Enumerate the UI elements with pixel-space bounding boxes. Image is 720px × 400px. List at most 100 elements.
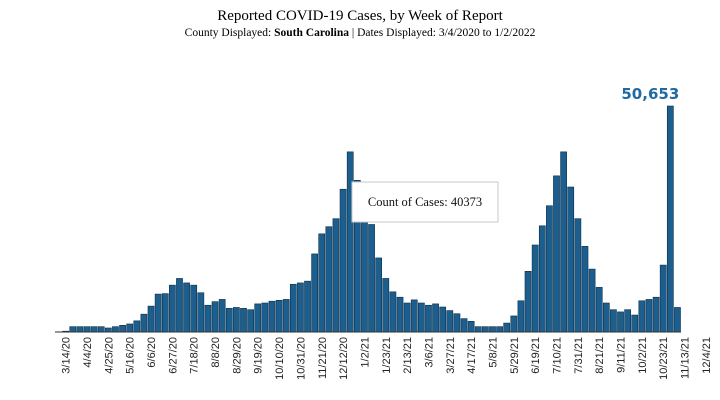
bar-week-62[interactable] [496,326,503,333]
bar-week-54[interactable] [439,306,447,333]
bar-week-23[interactable] [218,299,226,333]
bar-week-9[interactable] [119,325,126,333]
bar-week-55[interactable] [446,310,454,333]
bar-week-75[interactable] [588,268,596,333]
bar-week-70[interactable] [553,175,560,333]
bar-week-56[interactable] [453,313,461,333]
x-tick-label: 11/13/21 [680,337,692,379]
bar-week-14[interactable] [154,293,162,333]
bar-week-76[interactable] [595,287,603,333]
bar-week-12[interactable] [140,313,148,333]
bar-week-72[interactable] [567,186,575,333]
bar-week-29[interactable] [261,302,269,333]
bar-week-85[interactable] [659,264,667,333]
bar-week-36[interactable] [311,253,318,333]
bar-week-60[interactable] [482,326,489,333]
x-tick-label: 3/14/20 [61,337,73,374]
bar-week-53[interactable] [432,303,439,333]
bar-week-82[interactable] [638,300,646,333]
x-tick-label: 8/8/20 [210,337,222,368]
bar-week-20[interactable] [197,292,205,333]
bar-week-51[interactable] [417,302,425,333]
bar-week-30[interactable] [268,300,276,333]
bar-week-13[interactable] [147,305,155,333]
bar-week-61[interactable] [489,326,496,333]
bar-week-41[interactable] [346,151,354,333]
bar-week-21[interactable] [204,304,212,333]
x-tick-label: 9/11/21 [616,337,628,373]
bar-week-48[interactable] [396,296,404,333]
bar-week-74[interactable] [581,246,589,333]
x-tick-labels: 3/14/20 4/4/20 4/25/20 5/16/20 6/6/20 6/27/20… [61,337,713,380]
bar-week-31[interactable] [275,300,283,333]
bar-week-18[interactable] [183,282,190,333]
bar-week-40[interactable] [339,188,347,333]
bar-week-24[interactable] [225,308,233,333]
bar-week-3[interactable] [76,326,84,333]
bar-week-38[interactable] [325,226,333,333]
chart-title: Reported COVID-19 Cases, by Week of Repo… [217,8,503,24]
bar-week-11[interactable] [133,320,141,333]
county-value: South Carolina [274,27,350,39]
bar-week-16[interactable] [169,284,176,333]
bar-week-49[interactable] [403,302,411,333]
bar-week-69[interactable] [546,205,553,333]
bar-week-81[interactable] [631,314,639,333]
bar-week-22[interactable] [211,301,219,333]
bar-week-8[interactable] [112,326,119,333]
bar-week-79[interactable] [617,311,624,333]
bar-week-2[interactable] [69,326,77,333]
bar-week-63[interactable] [503,322,511,333]
bar-week-86[interactable] [666,105,674,333]
bar-week-10[interactable] [126,323,134,333]
bar-week-87[interactable] [674,307,681,333]
bar-week-7[interactable] [105,327,112,333]
bar-week-37[interactable] [318,233,326,333]
x-tick-label: 3/27/21 [445,337,457,374]
bar-week-58[interactable] [467,320,475,333]
bar-week-26[interactable] [240,308,247,333]
bar-week-6[interactable] [97,326,105,333]
bar-week-33[interactable] [289,283,297,333]
bar-week-67[interactable] [531,244,539,333]
x-tick-label: 9/19/20 [253,337,265,374]
bar-week-15[interactable] [161,293,169,333]
bar-week-32[interactable] [282,299,290,333]
bar-week-50[interactable] [410,299,418,333]
x-tick-label: 5/8/21 [487,337,499,368]
bar-week-71[interactable] [560,151,567,333]
x-tick-label: 7/31/21 [573,337,585,374]
bar-week-39[interactable] [332,218,340,333]
bar-week-28[interactable] [254,303,262,333]
bar-week-73[interactable] [574,218,582,333]
bar-week-80[interactable] [624,309,632,333]
bar-week-78[interactable] [610,309,617,333]
tooltip-label: Count of Cases: [368,195,448,209]
bar-week-46[interactable] [382,278,390,333]
bar-week-4[interactable] [83,326,91,333]
bar-week-59[interactable] [474,326,482,333]
bar-week-44[interactable] [368,224,375,333]
bar-week-64[interactable] [510,315,518,333]
bar-week-27[interactable] [247,309,254,333]
bar-week-52[interactable] [425,304,432,333]
bar-week-65[interactable] [517,300,525,333]
x-tick-label: 7/10/21 [552,337,564,374]
x-tick-label: 5/16/20 [125,337,137,374]
bar-week-57[interactable] [460,318,468,333]
bar-week-47[interactable] [389,291,397,333]
bar-week-66[interactable] [524,271,532,333]
bar-week-25[interactable] [233,307,240,333]
bar-week-5[interactable] [90,326,98,333]
bar-week-34[interactable] [297,282,304,333]
bar-week-19[interactable] [190,284,198,333]
bar-week-68[interactable] [538,225,546,333]
bar-week-17[interactable] [176,278,183,333]
bar-week-83[interactable] [645,299,653,333]
bar-week-77[interactable] [602,302,610,333]
tooltip-box [351,181,499,223]
peak-value-label: 50,653 [621,85,679,103]
bar-week-45[interactable] [375,257,383,333]
bar-week-35[interactable] [304,280,311,333]
bar-week-84[interactable] [652,296,660,333]
